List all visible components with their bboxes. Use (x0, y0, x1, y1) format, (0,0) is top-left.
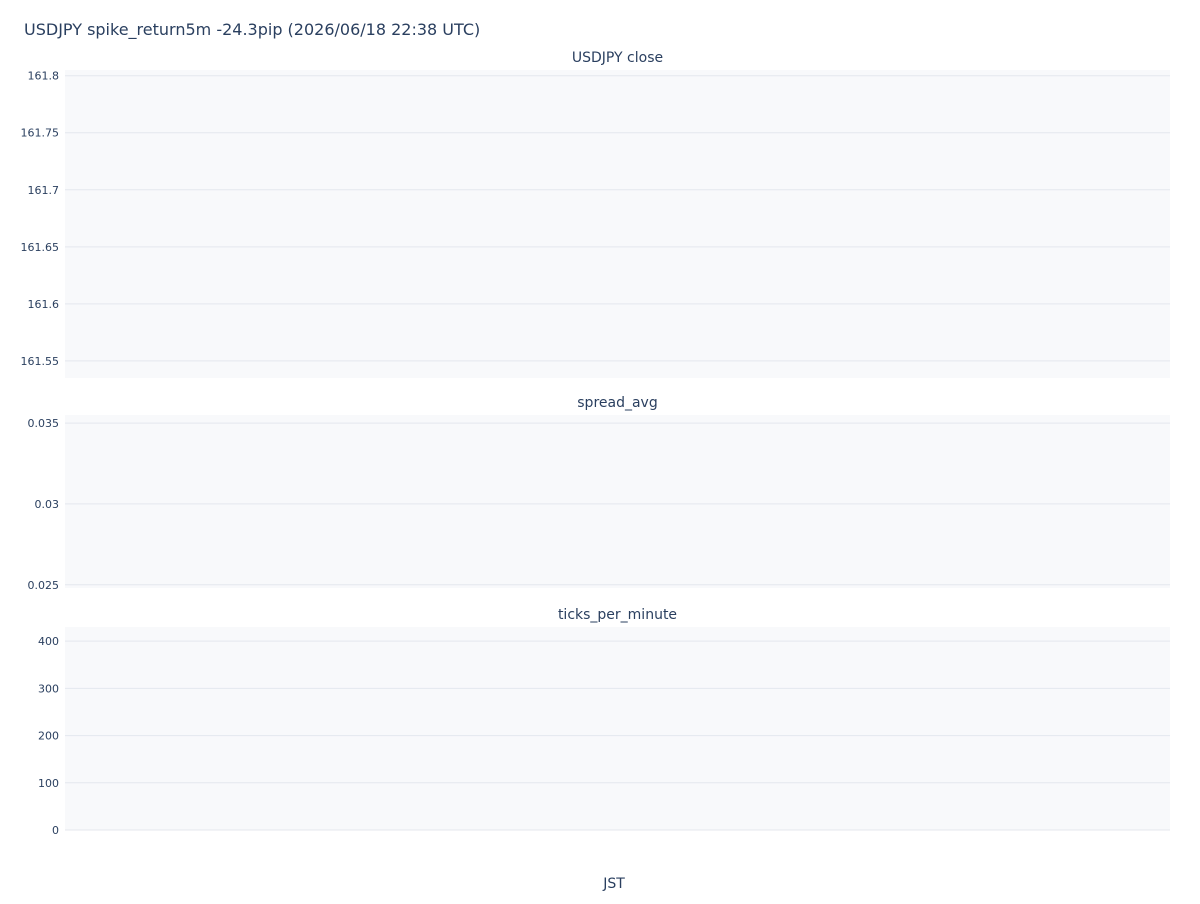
y-tick-label: 161.75 (21, 127, 60, 140)
y-tick-label: 200 (38, 730, 59, 743)
y-tick-label: 100 (38, 777, 59, 790)
y-tick-label: 161.7 (28, 184, 60, 197)
plot-area-3 (65, 627, 1170, 830)
x-axis-label: JST (602, 876, 625, 892)
y-tick-label: 0.025 (28, 579, 60, 592)
y-tick-label: 300 (38, 682, 59, 695)
y-tick-label: 400 (38, 635, 59, 648)
panel-title-3: ticks_per_minute (558, 607, 677, 623)
y-tick-label: 161.6 (28, 298, 60, 311)
y-tick-label: 0 (52, 824, 59, 837)
panel-title-1: USDJPY close (572, 50, 663, 66)
y-tick-label: 0.03 (35, 498, 60, 511)
plot-area-1 (65, 70, 1170, 378)
y-tick-label: 161.55 (21, 355, 60, 368)
y-tick-label: 161.8 (28, 70, 60, 83)
plot-area-2 (65, 415, 1170, 588)
y-tick-label: 161.65 (21, 241, 60, 254)
panel-title-2: spread_avg (577, 395, 657, 411)
figure-title: USDJPY spike_return5m -24.3pip (2026/06/… (24, 20, 480, 40)
y-tick-label: 0.035 (28, 417, 60, 430)
